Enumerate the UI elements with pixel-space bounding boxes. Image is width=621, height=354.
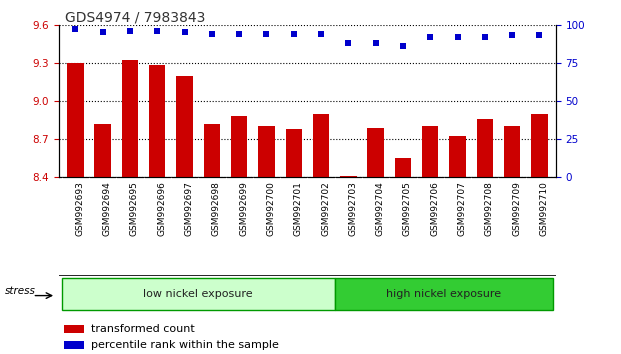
- Point: [97, 29, 107, 35]
- Bar: [231, 116, 247, 177]
- Text: GSM992698: GSM992698: [212, 181, 221, 236]
- Text: percentile rank within the sample: percentile rank within the sample: [91, 340, 279, 350]
- Text: stress: stress: [5, 286, 35, 296]
- Text: GSM992701: GSM992701: [294, 181, 303, 236]
- Point: [234, 31, 244, 37]
- Point: [70, 27, 80, 32]
- Bar: [258, 126, 274, 177]
- Text: GSM992696: GSM992696: [157, 181, 166, 236]
- Bar: [477, 119, 493, 177]
- Point: [261, 31, 271, 37]
- Bar: [204, 124, 220, 177]
- Point: [371, 40, 381, 46]
- Text: GSM992700: GSM992700: [266, 181, 276, 236]
- Point: [152, 28, 162, 34]
- Point: [425, 34, 435, 40]
- Point: [125, 28, 135, 34]
- Text: GSM992708: GSM992708: [485, 181, 494, 236]
- Text: GSM992707: GSM992707: [458, 181, 466, 236]
- Text: GSM992709: GSM992709: [512, 181, 521, 236]
- Bar: [340, 176, 356, 177]
- Bar: [422, 126, 438, 177]
- Point: [480, 34, 490, 40]
- Text: GSM992710: GSM992710: [540, 181, 548, 236]
- Text: GSM992697: GSM992697: [184, 181, 194, 236]
- Text: GSM992693: GSM992693: [75, 181, 84, 236]
- Bar: [450, 136, 466, 177]
- Bar: [531, 114, 548, 177]
- Text: high nickel exposure: high nickel exposure: [386, 289, 501, 299]
- Point: [453, 34, 463, 40]
- Text: GSM992703: GSM992703: [348, 181, 357, 236]
- Bar: [67, 63, 84, 177]
- Point: [343, 40, 353, 46]
- Bar: [149, 65, 165, 177]
- Bar: [122, 60, 138, 177]
- Bar: [64, 341, 84, 349]
- Bar: [368, 127, 384, 177]
- Point: [535, 33, 545, 38]
- Text: GSM992699: GSM992699: [239, 181, 248, 236]
- Point: [507, 33, 517, 38]
- Point: [398, 43, 408, 49]
- Bar: [313, 114, 329, 177]
- Point: [179, 29, 189, 35]
- FancyBboxPatch shape: [61, 278, 335, 310]
- Text: GSM992695: GSM992695: [130, 181, 139, 236]
- Bar: [176, 75, 193, 177]
- Bar: [286, 129, 302, 177]
- Text: GSM992694: GSM992694: [102, 181, 112, 236]
- Bar: [64, 325, 84, 333]
- Text: transformed count: transformed count: [91, 324, 195, 334]
- Text: GDS4974 / 7983843: GDS4974 / 7983843: [65, 11, 206, 25]
- Bar: [504, 126, 520, 177]
- Text: GSM992704: GSM992704: [376, 181, 384, 236]
- Point: [316, 31, 326, 37]
- Text: GSM992706: GSM992706: [430, 181, 439, 236]
- FancyBboxPatch shape: [335, 278, 553, 310]
- Text: GSM992702: GSM992702: [321, 181, 330, 236]
- Text: low nickel exposure: low nickel exposure: [143, 289, 253, 299]
- Point: [207, 31, 217, 37]
- Text: GSM992705: GSM992705: [403, 181, 412, 236]
- Bar: [94, 124, 111, 177]
- Bar: [395, 158, 411, 177]
- Point: [289, 31, 299, 37]
